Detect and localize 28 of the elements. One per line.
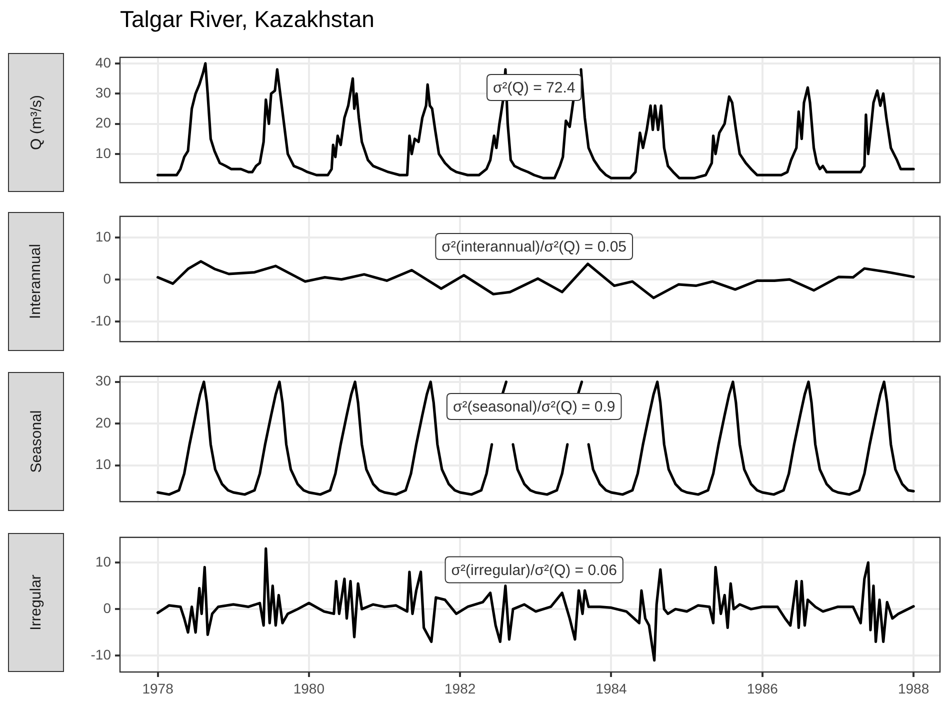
y-axis-title: Irregular [28,574,45,630]
x-tick-label: 1978 [142,680,174,696]
annotation: σ²(Q) = 72.4 [493,80,576,97]
x-tick-label: 1988 [898,680,930,696]
chart-title: Talgar River, Kazakhstan [120,6,374,33]
y-tick-label: 30 [95,372,112,389]
y-tick-label: 0 [103,270,112,286]
y-tick-label: 10 [95,144,112,161]
x-tick-label: 1980 [293,680,325,696]
y-tick-label: 40 [95,54,112,70]
x-tick-label: 1982 [444,680,476,696]
y-axis-title: Q (m³/s) [28,95,45,150]
y-tick-label: 10 [95,456,112,472]
y-axis-title: Seasonal [28,410,44,473]
annotation: σ²(irregular)/σ²(Q) = 0.06 [451,562,617,579]
y-axis-title: Interannual [28,244,44,320]
x-tick-label: 1984 [596,680,628,696]
y-tick-label: 0 [103,600,112,616]
annotation: σ²(seasonal)/σ²(Q) = 0.9 [452,398,616,416]
y-tick-label: -10 [90,312,112,328]
y-tick-label: 20 [95,114,112,131]
y-tick-label: 30 [95,84,112,100]
y-tick-label: -10 [90,646,112,663]
y-tick-label: 20 [95,414,112,430]
annotation: σ²(interannual)/σ²(Q) = 0.05 [442,238,627,256]
x-tick-label: 1986 [746,680,778,696]
y-tick-label: 10 [95,553,112,570]
y-tick-label: 10 [95,228,112,244]
